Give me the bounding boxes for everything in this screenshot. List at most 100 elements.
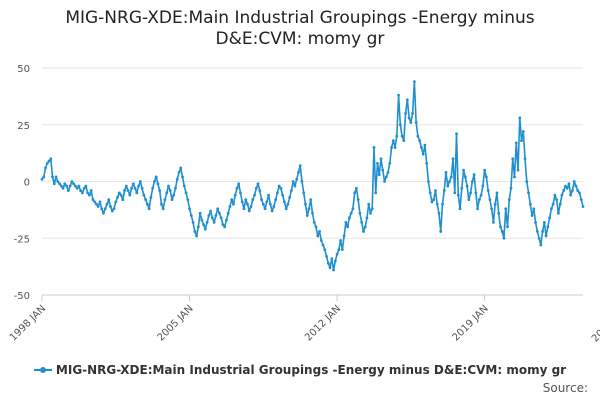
data-point	[140, 186, 144, 190]
data-point	[300, 180, 304, 183]
data-point	[400, 134, 404, 138]
data-point	[263, 207, 267, 211]
data-point	[535, 230, 539, 233]
data-point	[463, 175, 467, 179]
data-point	[137, 184, 141, 188]
data-point	[309, 198, 313, 202]
data-point	[168, 189, 172, 192]
data-point	[131, 182, 135, 186]
data-point	[448, 180, 451, 183]
data-point	[388, 161, 392, 165]
data-point	[397, 93, 400, 97]
data-point	[325, 255, 328, 258]
data-point	[153, 180, 156, 183]
data-point	[107, 198, 111, 202]
data-point	[105, 202, 109, 206]
data-point	[525, 180, 529, 183]
data-point	[386, 171, 390, 174]
data-point	[574, 184, 578, 188]
data-point	[455, 132, 458, 136]
data-point	[203, 227, 207, 231]
data-point	[216, 207, 220, 211]
data-point	[460, 186, 464, 190]
data-point	[581, 205, 585, 208]
data-point	[551, 202, 555, 206]
y-tick-label: 0	[24, 178, 30, 189]
data-point	[66, 189, 70, 192]
data-point	[261, 202, 265, 206]
data-point	[381, 168, 385, 172]
data-point	[88, 193, 91, 197]
data-point	[218, 211, 221, 215]
data-point	[318, 230, 321, 233]
data-point	[565, 186, 569, 190]
data-point	[198, 211, 202, 215]
data-point	[395, 134, 399, 138]
data-point	[564, 184, 567, 188]
data-point	[370, 207, 374, 211]
data-point	[474, 191, 478, 195]
data-point	[205, 220, 209, 224]
data-point	[347, 216, 351, 220]
data-point	[390, 146, 393, 149]
data-point	[507, 198, 511, 202]
data-point	[163, 198, 167, 202]
data-point	[138, 180, 142, 183]
x-tick-label: 2025 SEP	[590, 303, 600, 344]
data-point	[109, 205, 112, 208]
data-point	[295, 177, 299, 181]
data-point	[117, 191, 121, 195]
data-point	[200, 218, 204, 222]
data-point	[123, 189, 126, 192]
data-point	[305, 214, 309, 217]
data-point	[393, 146, 397, 149]
data-point	[578, 191, 581, 195]
data-point	[279, 186, 283, 190]
data-point	[253, 193, 256, 197]
data-point	[511, 157, 515, 161]
data-point	[221, 223, 225, 227]
data-point	[246, 202, 249, 206]
x-tick-label: 2019 JAN	[451, 303, 491, 343]
data-point	[270, 209, 274, 213]
data-point	[420, 146, 423, 149]
data-point	[307, 207, 311, 211]
data-point	[247, 209, 251, 213]
data-point	[172, 193, 176, 197]
data-point	[513, 175, 516, 179]
data-point	[384, 175, 388, 179]
data-point	[102, 211, 105, 215]
data-point	[435, 202, 439, 206]
data-point	[451, 157, 455, 161]
data-point	[527, 191, 530, 195]
data-point	[244, 198, 248, 202]
source-label: Source:	[542, 381, 588, 395]
data-point	[579, 198, 583, 202]
data-point	[321, 243, 325, 247]
data-point	[51, 175, 54, 179]
data-point	[249, 205, 253, 208]
legend-swatch-icon	[33, 366, 52, 373]
data-point	[427, 180, 430, 183]
data-point	[353, 191, 357, 195]
data-point	[49, 157, 53, 161]
data-point	[571, 189, 574, 192]
data-point	[186, 198, 190, 202]
data-point	[230, 198, 234, 202]
legend[interactable]: MIG-NRG-XDE:Main Industrial Groupings -E…	[0, 363, 600, 377]
data-point	[312, 220, 316, 224]
data-point	[142, 193, 146, 197]
data-point	[184, 191, 188, 195]
data-point	[404, 112, 407, 115]
data-point	[81, 191, 84, 195]
data-point	[516, 168, 520, 172]
data-point	[154, 175, 158, 179]
data-point	[86, 191, 90, 195]
data-point	[96, 205, 100, 208]
data-point	[493, 202, 497, 206]
data-point	[193, 230, 197, 233]
data-point	[182, 184, 186, 188]
data-point	[323, 248, 327, 252]
data-point	[179, 166, 183, 170]
